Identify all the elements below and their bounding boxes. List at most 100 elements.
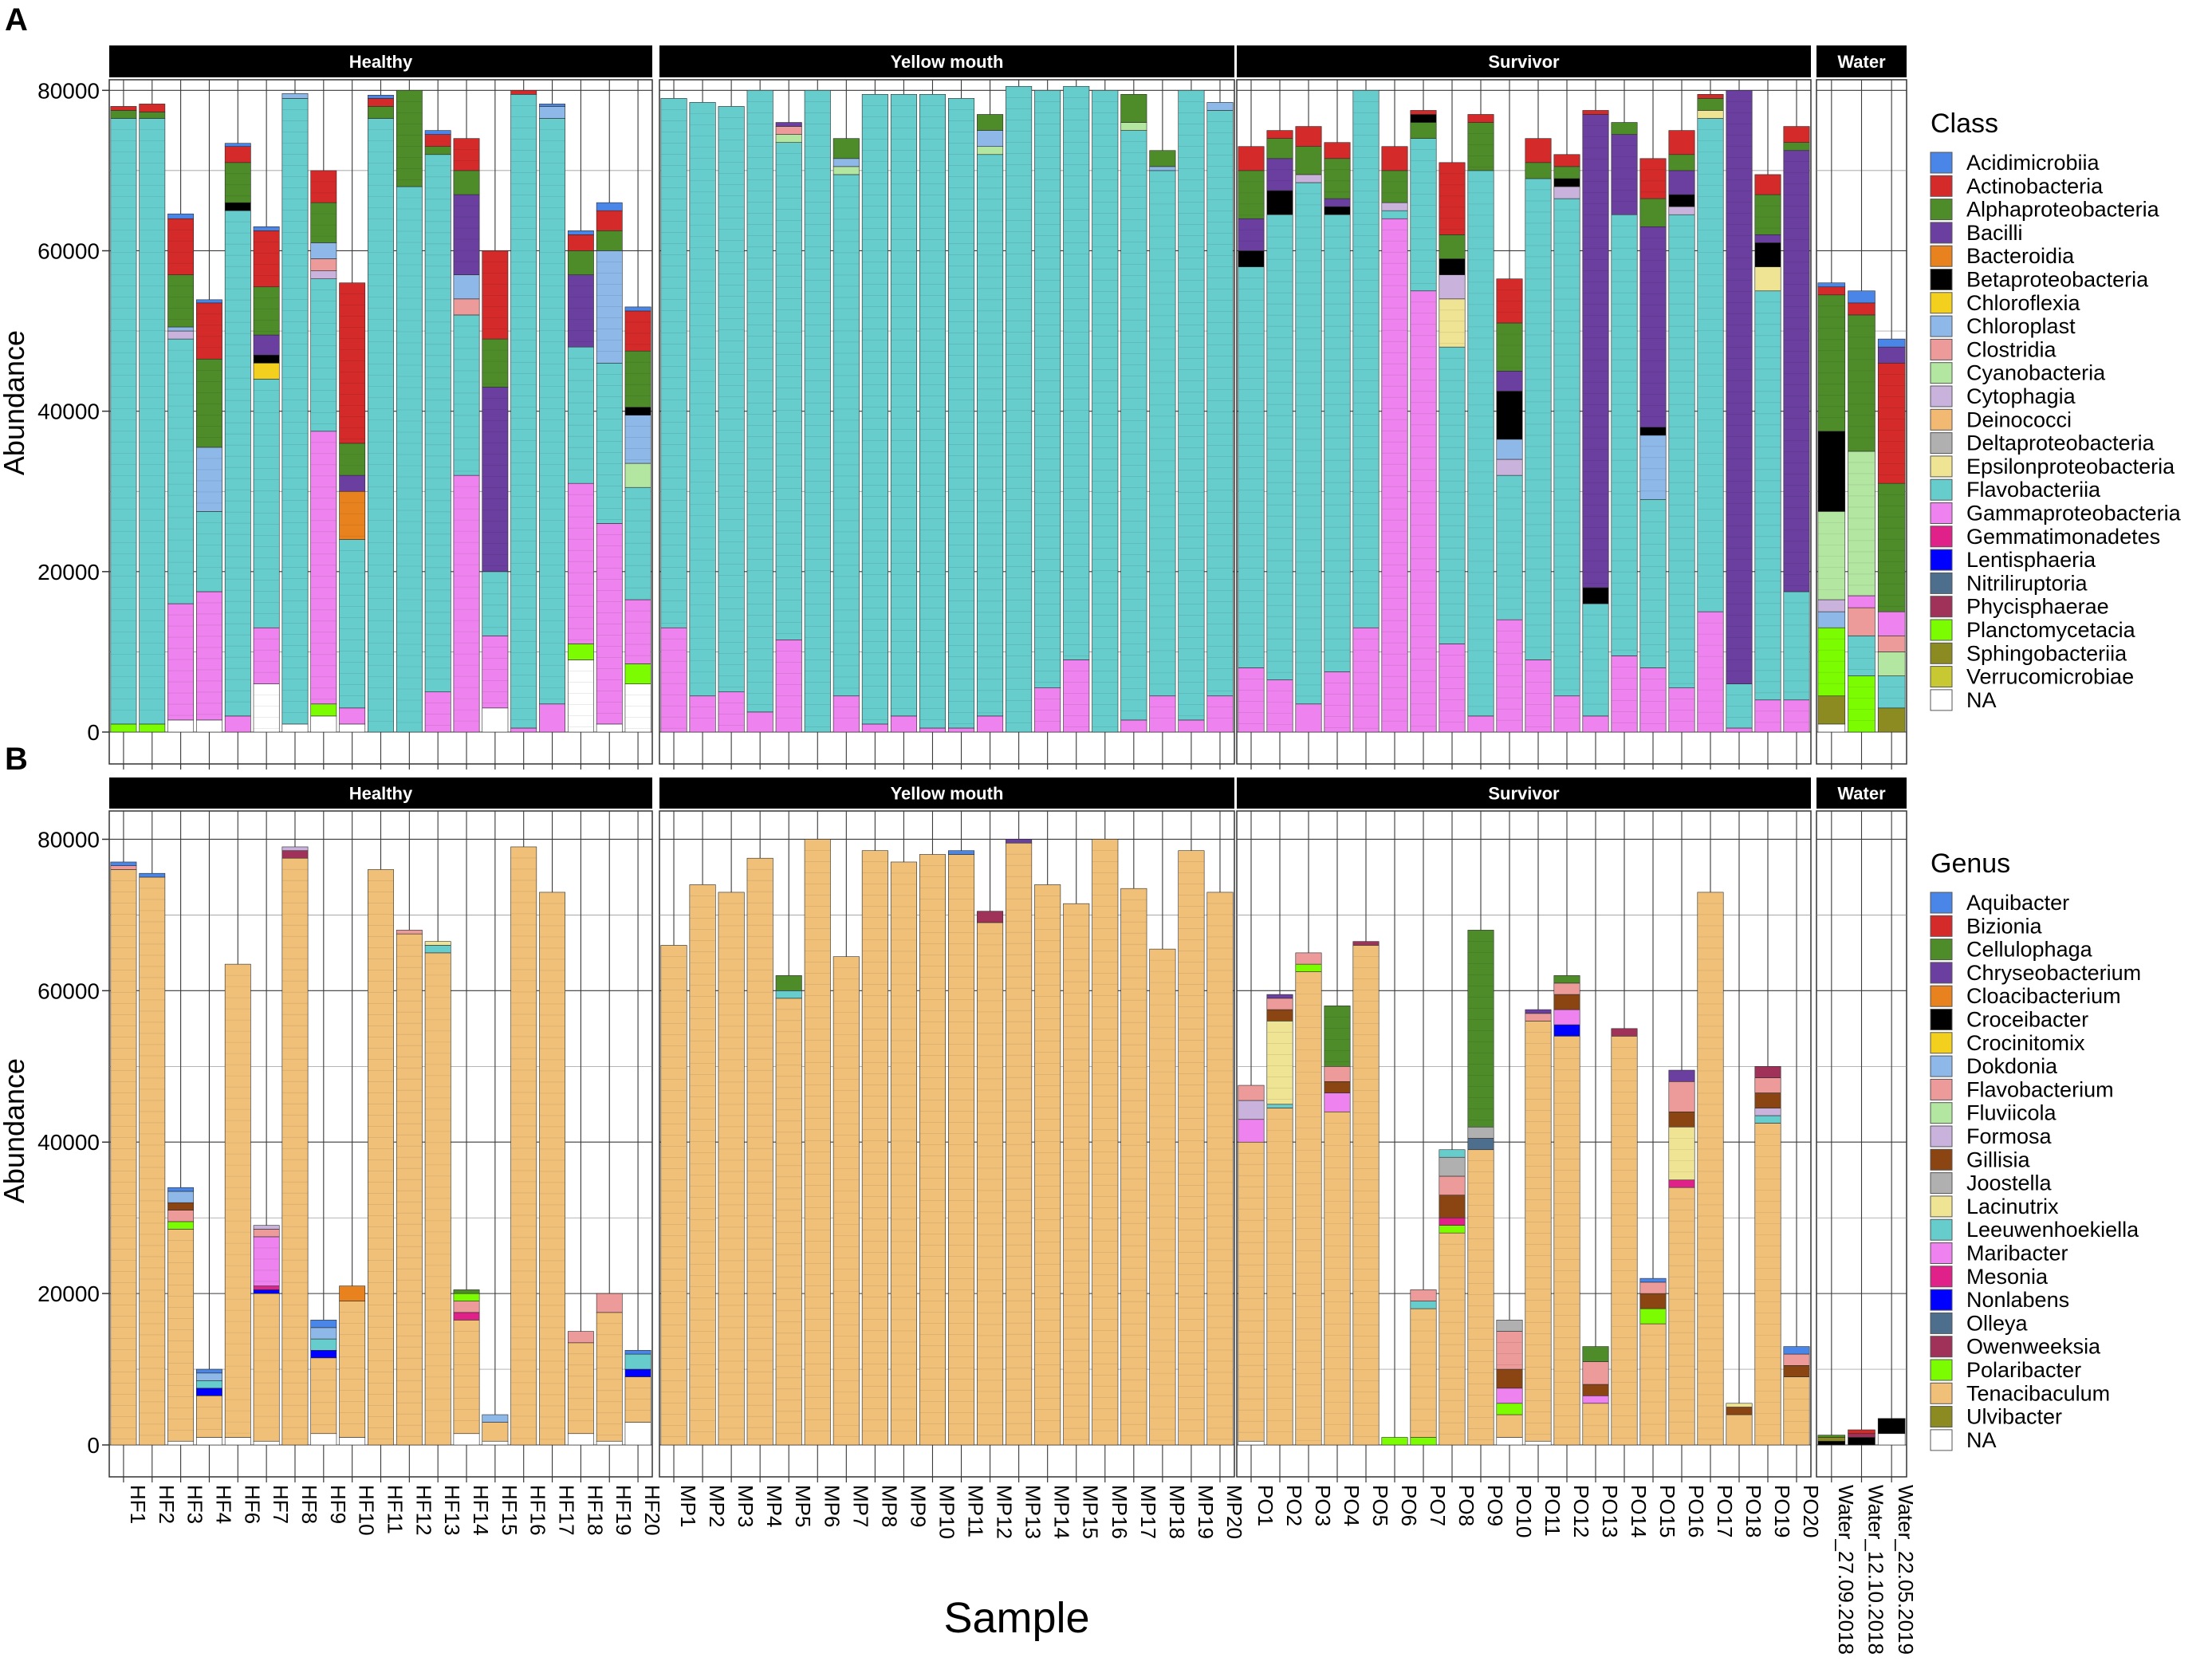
stacked-bar-po15: PO15 — Gammaproteobacteria: 8000PO15 — F… [1639, 158, 1667, 733]
bar-segment-actinobacteria: HF2 — Actinobacteria: 1000 [139, 104, 166, 112]
bar-segment-flavobacteriia: MP14 — Flavobacteriia: 74500 [1034, 89, 1061, 688]
bar-segment-acidimicrobiia: HF20 — Acidimicrobiia: 500 [624, 306, 651, 312]
stacked-bar-mp3: MP3 — Tenacibaculum: 73000 [718, 892, 745, 1446]
stacked-bar-mp13: MP13 — Flavobacteriia: 80500 [1006, 85, 1033, 733]
bar-segment-chloroplast: HF17 — Chloroplast: 1500 [539, 106, 565, 119]
bar-segment-flavobacteriia: MP12 — Flavobacteriia: 70000 [977, 154, 1004, 717]
bar-segment-alphaproteobacteria: HF14 — Alphaproteobacteria: 3000 [453, 170, 480, 195]
stacked-bar-hf14: HF14 — NA: 1500HF14 — Tenacibaculum: 150… [453, 1289, 480, 1446]
bar-segment-mesonia: HF14 — Mesonia: 1000 [453, 1312, 480, 1321]
bar-segment-betaproteobacteria: HF20 — Betaproteobacteria: 1000 [624, 407, 651, 415]
bar-segment-cellulophaga: MP5 — Cellulophaga: 2000 [775, 975, 802, 991]
bar-segment-na: HF4 — NA: 1000 [196, 1437, 222, 1446]
stacked-bar-mp11: MP11 — Tenacibaculum: 78000MP11 — Aquiba… [948, 850, 975, 1446]
legend-swatch-planctomycetacia [1930, 619, 1953, 641]
bar-segment-acidimicrobiia: HF3 — Acidimicrobiia: 600 [167, 213, 195, 219]
bar-segment-flavobacteriia: HF4 — Flavobacteriia: 10000 [196, 511, 222, 592]
bar-segment-flavobacteriia: PO19 — Flavobacteriia: 51000 [1754, 290, 1781, 701]
bar-segment-flavobacteriia: MP20 — Flavobacteriia: 73000 [1206, 110, 1234, 697]
bar-segment-betaproteobacteria: PO19 — Betaproteobacteria: 3000 [1754, 242, 1781, 267]
bar-segment-actinobacteria: HF3 — Actinobacteria: 7000 [167, 218, 195, 275]
bar-segment-tenacibaculum: HF14 — Tenacibaculum: 15000 [453, 1320, 480, 1435]
panel-a-class-chart: 0 20000 40000 60000 80000 Healthy HF1 — Planct… [37, 45, 2182, 770]
facet-strip [1816, 45, 1907, 77]
legend-swatch-lentisphaeria [1930, 549, 1953, 571]
bar-segment-flavobacteriia: HF15 — Flavobacteriia: 8000 [482, 571, 509, 636]
bar-segment-sphingobacteriia: Water_22.05.2019 — Sphingobacteriia: 300… [1877, 707, 1906, 733]
bar-segment-actinobacteria: PO13 — Actinobacteria: 500 [1582, 110, 1609, 115]
bar-segment-planctomycetacia: HF18 — Planctomycetacia: 2000 [567, 644, 594, 660]
panel-b-y-tick-label: 20000 [37, 1281, 100, 1306]
legend-label: Bacteroidia [1966, 244, 2075, 268]
bar-segment-actinobacteria: PO7 — Actinobacteria: 500 [1410, 110, 1437, 115]
bar-segment-alphaproteobacteria: HF13 — Alphaproteobacteria: 1000 [424, 146, 451, 155]
legend-label: Verrucomicrobiae [1966, 665, 2134, 689]
bar-segment-cytophagia: PO10 — Cytophagia: 2000 [1496, 459, 1523, 476]
bar-segment-alphaproteobacteria: PO6 — Alphaproteobacteria: 4000 [1381, 170, 1408, 203]
bar-segment-dokdonia: HF15 — Dokdonia: 1000 [482, 1414, 509, 1423]
bar-segment-alphaproteobacteria: HF15 — Alphaproteobacteria: 6000 [482, 338, 509, 388]
bar-segment-leeuwenhoekiella: HF4 — Leeuwenhoekiella: 1000 [196, 1380, 222, 1389]
bar-segment-gammaproteobacteria: MP5 — Gammaproteobacteria: 11500 [775, 640, 802, 733]
bar-segment-bacilli: PO18 — Bacilli: 74000 [1726, 89, 1753, 684]
bar-segment-gammaproteobacteria: MP12 — Gammaproteobacteria: 2000 [977, 715, 1004, 733]
bar-segment-actinobacteria: PO3 — Actinobacteria: 2500 [1295, 126, 1322, 148]
bar-segment-gammaproteobacteria: MP3 — Gammaproteobacteria: 5000 [718, 691, 745, 733]
bar-segment-cytophagia: PO3 — Cytophagia: 1000 [1295, 174, 1322, 183]
bar-segment-cytophagia: PO12 — Cytophagia: 1500 [1553, 186, 1580, 199]
bar-segment-alphaproteobacteria: MP17 — Alphaproteobacteria: 3500 [1120, 94, 1147, 123]
stacked-bar-po10: PO10 — Gammaproteobacteria: 14000 PO10 — … [1496, 278, 1523, 733]
bar-segment-flavobacteriia: PO14 — Flavobacteriia: 55000 [1611, 214, 1638, 656]
legend-swatch-epsilonproteobacteria [1930, 455, 1953, 478]
bar-segment-gammaproteobacteria: MP2 — Gammaproteobacteria: 4500 [689, 695, 716, 733]
bar-segment-cyanobacteria: Water_27.09.2018 — Cyanobacteria: 11000 [1817, 511, 1846, 600]
bar-segment-flavobacteriia: MP16 — Flavobacteriia: 80000 [1092, 89, 1119, 733]
bar-segment-chloroplast: PO10 — Chloroplast: 2500 [1496, 439, 1523, 460]
bar-segment-cyanobacteria: MP12 — Cyanobacteria: 1000 [977, 146, 1004, 155]
bar-segment-maribacter: HF7 — Maribacter: 6500 [253, 1236, 280, 1286]
x-tick-label: HF7 [269, 1485, 293, 1524]
bar-segment-bacilli: PO13 — Bacilli: 59000 [1582, 114, 1609, 589]
bar-segment-actinobacteria: PO12 — Actinobacteria: 1500 [1553, 154, 1580, 167]
bar-segment-gammaproteobacteria: HF16 — Gammaproteobacteria: 500 [510, 727, 537, 733]
bar-segment-betaproteobacteria: PO7 — Betaproteobacteria: 1000 [1410, 114, 1437, 123]
stacked-bar-hf4: HF4 — NA: 1500HF4 — Gammaproteobacteria:… [196, 299, 222, 733]
bar-segment-flavobacteriia: MP1 — Flavobacteriia: 66000 [660, 98, 687, 628]
bar-segment-gammaproteobacteria: HF7 — Gammaproteobacteria: 7000 [253, 627, 280, 684]
bar-segment-alphaproteobacteria: Water_12.10.2018 — Alphaproteobacteria: … [1848, 314, 1875, 452]
bar-segment-tenacibaculum: HF12 — Tenacibaculum: 67500 [396, 933, 423, 1446]
legend-swatch-sphingobacteriia [1930, 642, 1953, 664]
bar-segment-alphaproteobacteria: PO2 — Alphaproteobacteria: 2500 [1266, 138, 1293, 159]
stacked-bar-po17: PO17 — Gammaproteobacteria: 15000PO17 — … [1697, 94, 1724, 733]
bar-segment-flavobacteriia: PO15 — Flavobacteriia: 21000 [1639, 498, 1667, 668]
bar-segment-chloroplast: HF19 — Chloroplast: 14000 [596, 250, 623, 364]
bar-segment-alphaproteobacteria: PO17 — Alphaproteobacteria: 1500 [1697, 98, 1724, 111]
bar-segment-gammaproteobacteria: MP4 — Gammaproteobacteria: 2500 [746, 711, 773, 733]
bar-segment-actinobacteria: Water_12.10.2018 — Actinobacteria: 1500 [1848, 302, 1875, 316]
facet-strip [1237, 45, 1811, 77]
stacked-bar-hf17: HF17 — Gammaproteobacteria: 3500HF17 — F… [539, 104, 565, 733]
stacked-bar-mp2: MP2 — Tenacibaculum: 74000 [689, 884, 716, 1446]
stacked-bar-mp19: MP19 — Gammaproteobacteria: 1500MP19 — F… [1178, 89, 1205, 733]
x-tick-label: HF20 [640, 1485, 664, 1536]
bar-segment-acidimicrobiia: Water_27.09.2018 — Acidimicrobiia: 500 [1817, 282, 1846, 288]
bar-segment-tenacibaculum: MP13 — Tenacibaculum: 79500 [1006, 842, 1033, 1446]
bar-segment-alphaproteobacteria: PO9 — Alphaproteobacteria: 6000 [1467, 122, 1494, 171]
facet-strip [659, 777, 1234, 809]
bar-segment-bacilli: HF7 — Bacilli: 2500 [253, 334, 280, 356]
bar-segment-na: HF19 — NA: 500 [596, 1440, 623, 1446]
bar-segment-chloroplast: HF20 — Chloroplast: 6000 [624, 415, 651, 464]
panel-letter-b: B [5, 742, 28, 777]
bar-segment-alphaproteobacteria: PO8 — Alphaproteobacteria: 3000 [1439, 234, 1466, 259]
stacked-bar-mp14: MP14 — Tenacibaculum: 74000 [1034, 884, 1061, 1446]
stacked-bar-mp9: MP9 — Tenacibaculum: 77000 [890, 861, 917, 1446]
bar-segment-tenacibaculum: MP6 — Tenacibaculum: 80000 [804, 839, 831, 1446]
bar-segment-betaproteobacteria: PO2 — Betaproteobacteria: 3000 [1266, 190, 1293, 215]
bar-segment-flavobacteriia: PO5 — Flavobacteriia: 67000 [1352, 89, 1380, 628]
bar-segment-tenacibaculum: MP1 — Tenacibaculum: 66000 [660, 945, 687, 1446]
bar-segment-tenacibaculum: MP11 — Tenacibaculum: 78000 [948, 854, 975, 1446]
bar-segment-owenweeksia: HF8 — Owenweeksia: 1000 [281, 850, 309, 859]
bar-segment-flavobacteriia: MP3 — Flavobacteriia: 73000 [718, 106, 745, 693]
bar-segment-flavobacteriia: HF18 — Flavobacteriia: 17000 [567, 346, 594, 484]
bar-segment-clostridia: HF14 — Clostridia: 2000 [453, 298, 480, 316]
